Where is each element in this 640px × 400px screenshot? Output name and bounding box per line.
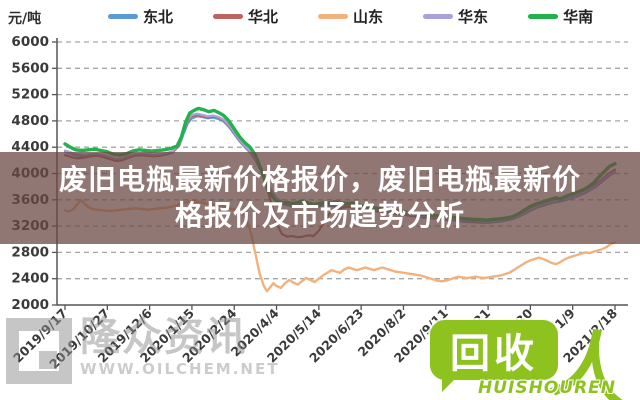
banner-title-line1: 废旧电瓶最新价格报价，废旧电瓶最新价 <box>58 163 581 196</box>
y-tick-label: 6000 <box>11 34 49 50</box>
watermark-right-caption: HUISHOUREN <box>478 378 617 398</box>
legend-label-huanan: 华南 <box>563 8 594 26</box>
y-tick-label: 4800 <box>11 113 49 129</box>
y-tick-label: 5200 <box>11 87 49 103</box>
y-axis-unit-label: 元/吨 <box>8 11 42 27</box>
legend-item-huadong[interactable]: 华东 <box>423 6 488 27</box>
legend-item-dongbei[interactable]: 东北 <box>108 6 173 27</box>
legend-label-huabei: 华北 <box>248 8 279 26</box>
legend-label-dongbei: 东北 <box>143 8 174 26</box>
legend-item-huanan[interactable]: 华南 <box>528 6 593 27</box>
longzhong-logo-icon <box>6 318 72 384</box>
legend-swatch-huabei <box>213 14 244 19</box>
legend-item-huabei[interactable]: 华北 <box>213 6 278 27</box>
watermark-left-text: 隆众资讯 WWW.OILCHEM.NET <box>80 314 279 378</box>
legend-swatch-shandong <box>318 14 349 19</box>
title-banner: 废旧电瓶最新价格报价，废旧电瓶最新价 格报价及市场趋势分析 <box>0 152 640 244</box>
recycle-speech-bubble-icon: 回收 <box>430 320 558 392</box>
y-tick-label: 2000 <box>11 297 49 313</box>
watermark-huishouren: 回收 人 HUISHOUREN <box>424 312 640 400</box>
banner-title-line2: 格报价及市场趋势分析 <box>174 199 465 232</box>
legend-swatch-huanan <box>528 14 559 19</box>
y-tick-label: 4400 <box>11 139 49 155</box>
watermark-longzhong: 隆众资讯 WWW.OILCHEM.NET <box>6 314 279 384</box>
legend-label-huadong: 华东 <box>458 8 489 26</box>
y-tick-label: 2400 <box>11 271 49 287</box>
y-tick-label: 2800 <box>11 244 49 260</box>
legend-item-shandong[interactable]: 山东 <box>318 6 383 27</box>
chart-legend: 东北 华北 山东 华东 华南 <box>108 6 593 27</box>
legend-label-shandong: 山东 <box>353 8 384 26</box>
watermark-left-url: WWW.OILCHEM.NET <box>80 360 280 378</box>
legend-swatch-dongbei <box>108 14 138 19</box>
watermark-left-name: 隆众资讯 <box>80 314 248 360</box>
y-tick-label: 5600 <box>11 60 49 76</box>
legend-swatch-huadong <box>423 14 454 19</box>
watermark-right-bubble-text: 回收 <box>450 331 538 377</box>
